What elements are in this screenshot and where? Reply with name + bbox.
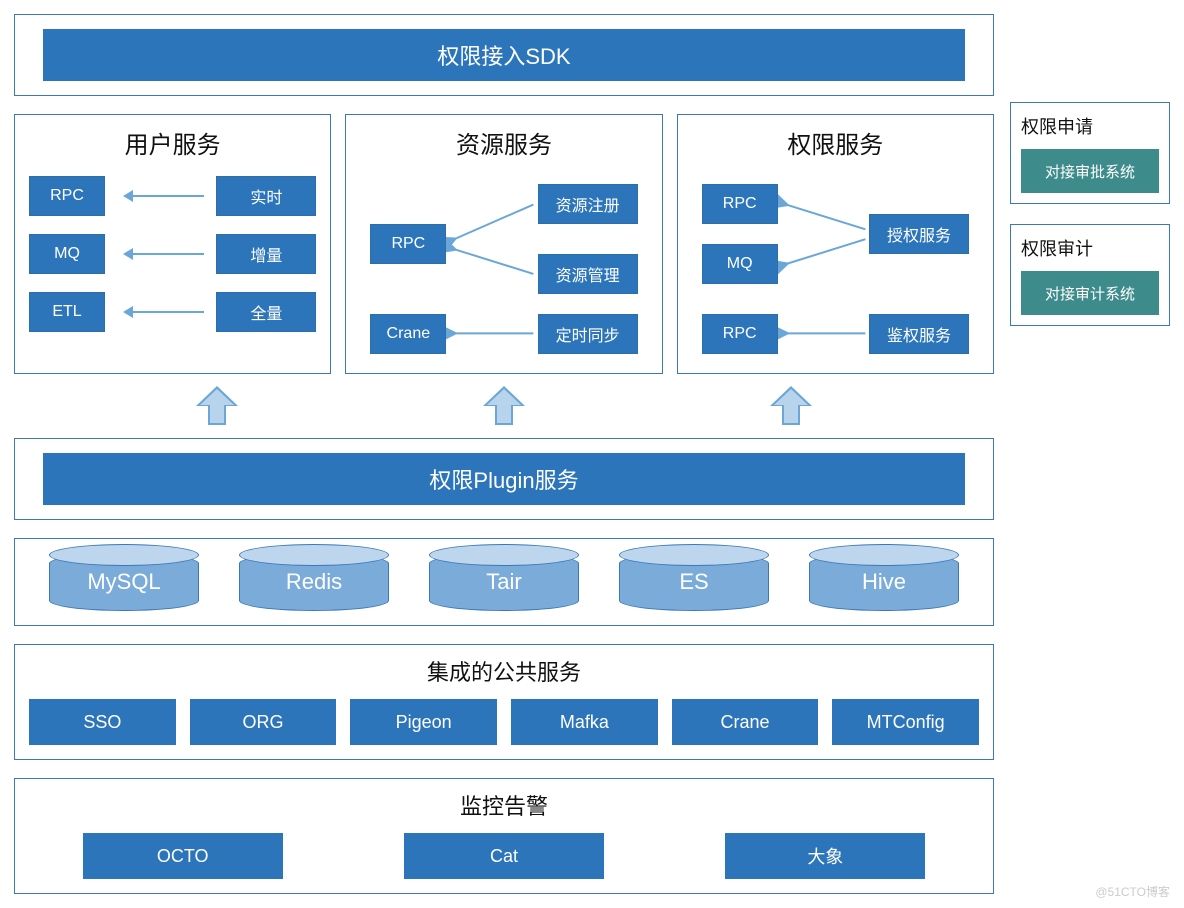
public-services-row: SSO ORG Pigeon Mafka Crane MTConfig (29, 699, 979, 745)
plugin-container: 权限Plugin服务 (14, 438, 994, 520)
monitoring-title: 监控告警 (29, 789, 979, 821)
ps-mafka: Mafka (511, 699, 658, 745)
resource-register-box: 资源注册 (538, 184, 638, 224)
ps-crane: Crane (672, 699, 819, 745)
user-realtime-box: 实时 (216, 176, 316, 216)
resource-crane-box: Crane (370, 314, 446, 354)
user-rpc-box: RPC (29, 176, 105, 216)
watermark: @51CTO博客 (1095, 883, 1170, 900)
mon-daxiang: 大象 (725, 833, 925, 879)
ps-pigeon: Pigeon (350, 699, 497, 745)
db-label: Tair (486, 569, 521, 595)
audit-title: 权限审计 (1021, 235, 1159, 261)
permission-verify-box: 鉴权服务 (869, 314, 969, 354)
db-label: Hive (862, 569, 906, 595)
resource-rpc-box: RPC (370, 224, 446, 264)
user-row-1: MQ 增量 (29, 232, 316, 276)
audit-box: 权限审计 对接审计系统 (1010, 224, 1170, 326)
public-services-container: 集成的公共服务 SSO ORG Pigeon Mafka Crane MTCon… (14, 644, 994, 760)
user-etl-box: ETL (29, 292, 105, 332)
user-mq-box: MQ (29, 234, 105, 274)
permission-rpc1-box: RPC (702, 184, 778, 224)
db-label: MySQL (87, 569, 160, 595)
ps-mtconfig: MTConfig (832, 699, 979, 745)
permission-auth-box: 授权服务 (869, 214, 969, 254)
user-row-2: ETL 全量 (29, 290, 316, 334)
ps-org: ORG (190, 699, 337, 745)
resource-service-title: 资源服务 (360, 125, 647, 160)
sdk-container: 权限接入SDK (14, 14, 994, 96)
user-row-0: RPC 实时 (29, 174, 316, 218)
resource-service-box: 资源服务 RPC 资源注册 资源管理 Crane 定时同步 (345, 114, 662, 374)
db-tair: Tair (429, 553, 579, 611)
public-services-title: 集成的公共服务 (29, 655, 979, 687)
user-full-box: 全量 (216, 292, 316, 332)
db-es: ES (619, 553, 769, 611)
services-row: 用户服务 RPC 实时 MQ 增量 ETL 全量 资源服务 (14, 114, 994, 374)
mon-octo: OCTO (83, 833, 283, 879)
db-mysql: MySQL (49, 553, 199, 611)
apply-system: 对接审批系统 (1021, 149, 1159, 193)
up-arrow-icon (770, 386, 812, 426)
db-hive: Hive (809, 553, 959, 611)
up-arrow-icon (483, 386, 525, 426)
monitoring-row: OCTO Cat 大象 (29, 833, 979, 879)
apply-title: 权限申请 (1021, 113, 1159, 139)
up-arrows-row (14, 386, 994, 438)
mon-cat: Cat (404, 833, 604, 879)
permission-mq-box: MQ (702, 244, 778, 284)
user-incr-box: 增量 (216, 234, 316, 274)
arrow-icon (115, 311, 206, 313)
monitoring-container: 监控告警 OCTO Cat 大象 (14, 778, 994, 894)
arrow-icon (115, 253, 206, 255)
sdk-banner: 权限接入SDK (43, 29, 965, 81)
resource-manage-box: 资源管理 (538, 254, 638, 294)
databases-container: MySQL Redis Tair ES Hive (14, 538, 994, 626)
permission-service-title: 权限服务 (692, 125, 979, 160)
arrow-icon (115, 195, 206, 197)
user-service-title: 用户服务 (29, 125, 316, 160)
user-service-box: 用户服务 RPC 实时 MQ 增量 ETL 全量 (14, 114, 331, 374)
permission-service-box: 权限服务 RPC MQ 授权服务 RPC 鉴权服务 (677, 114, 994, 374)
permission-rpc2-box: RPC (702, 314, 778, 354)
audit-system: 对接审计系统 (1021, 271, 1159, 315)
apply-box: 权限申请 对接审批系统 (1010, 102, 1170, 204)
resource-sync-box: 定时同步 (538, 314, 638, 354)
db-redis: Redis (239, 553, 389, 611)
db-label: ES (679, 569, 708, 595)
db-label: Redis (286, 569, 342, 595)
plugin-banner: 权限Plugin服务 (43, 453, 965, 505)
ps-sso: SSO (29, 699, 176, 745)
up-arrow-icon (196, 386, 238, 426)
sidebar: 权限申请 对接审批系统 权限审计 对接审计系统 (1010, 102, 1170, 346)
